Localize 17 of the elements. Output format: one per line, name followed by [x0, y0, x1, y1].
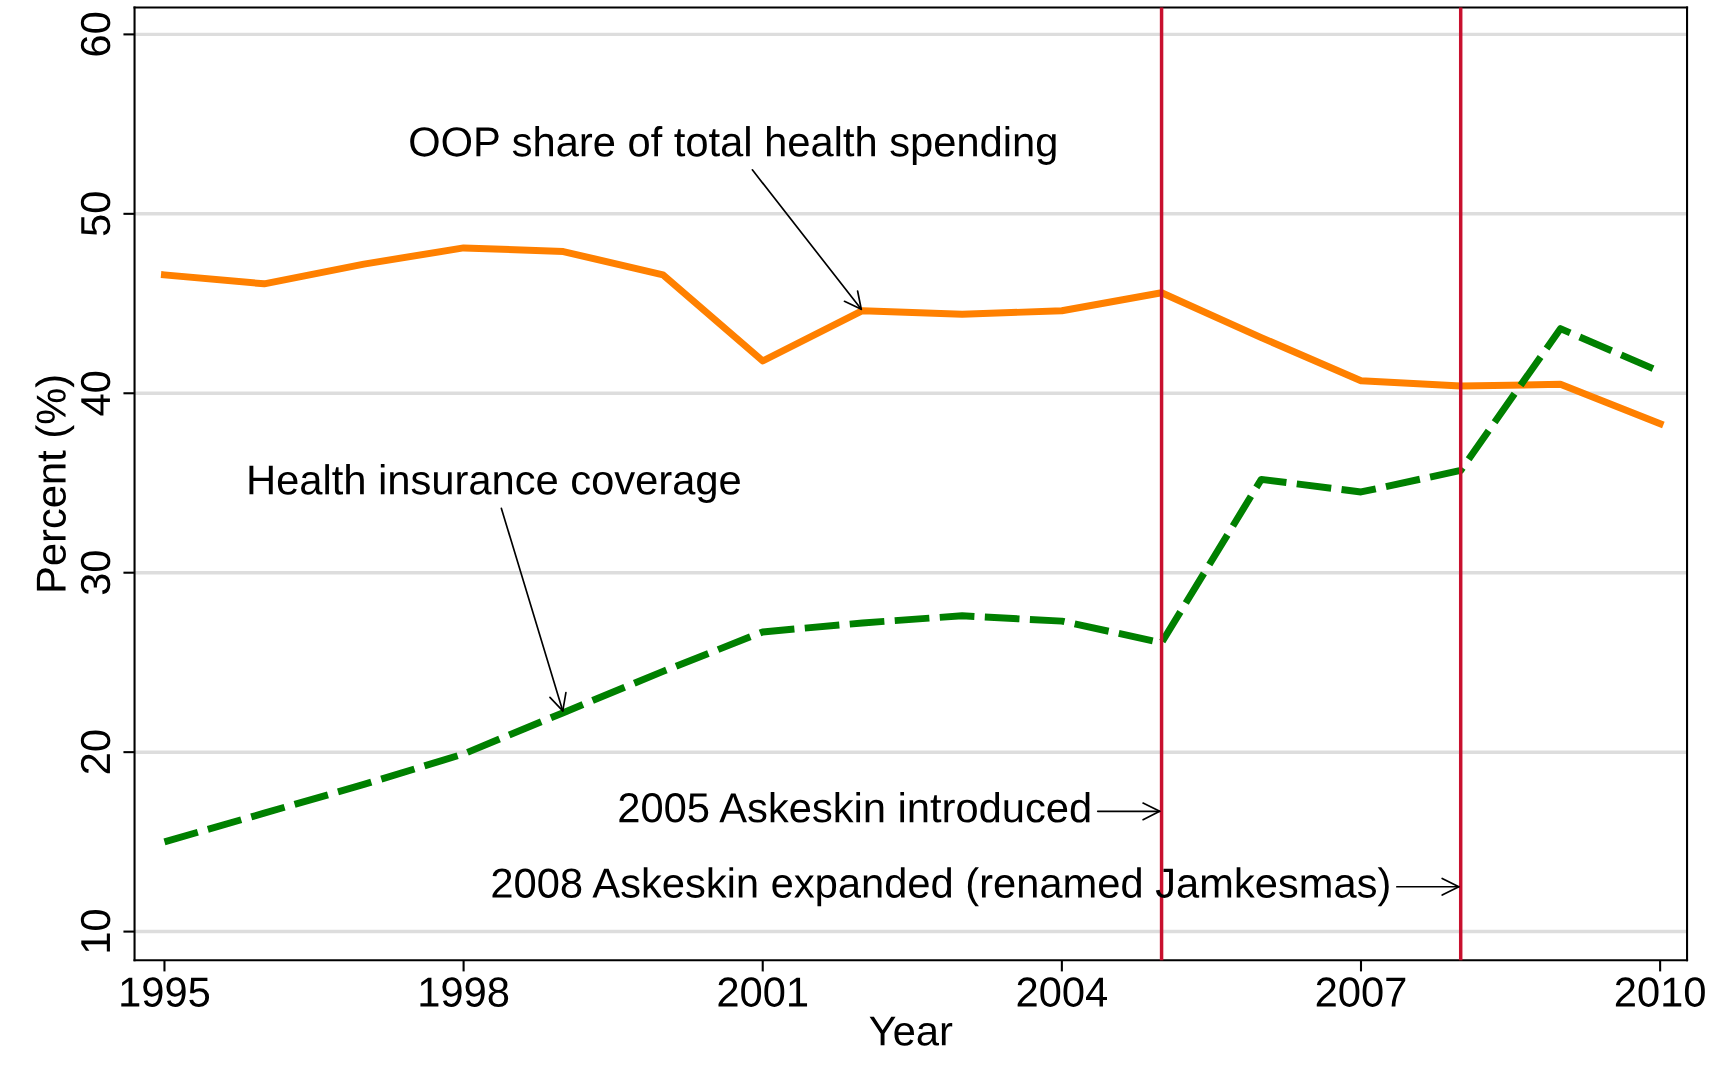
y-tick-label: 50: [80, 192, 111, 236]
annotation: Health insurance coverage: [249, 464, 740, 503]
y-tick-label: 30: [80, 551, 111, 595]
x-tick-label: 2010: [1615, 977, 1705, 1007]
x-tick-label: 2007: [1316, 977, 1406, 1007]
y-tick-label: 10: [80, 910, 111, 952]
y-axis-title: Percent (%): [35, 376, 75, 591]
x-tick-label: 2004: [1017, 977, 1107, 1007]
x-tick-label: 2001: [718, 977, 808, 1007]
x-axis-title: Year: [869, 1016, 953, 1046]
x-tick-label: 1998: [420, 977, 509, 1007]
x-tick-label: 1995: [121, 977, 210, 1007]
y-tick-label: 20: [80, 730, 111, 774]
y-tick-label: 60: [80, 12, 111, 56]
y-tick-label: 40: [80, 371, 111, 416]
annotation: OOP share of total health spending: [410, 126, 1056, 165]
annotation: 2005 Askeskin introduced: [619, 791, 1090, 823]
